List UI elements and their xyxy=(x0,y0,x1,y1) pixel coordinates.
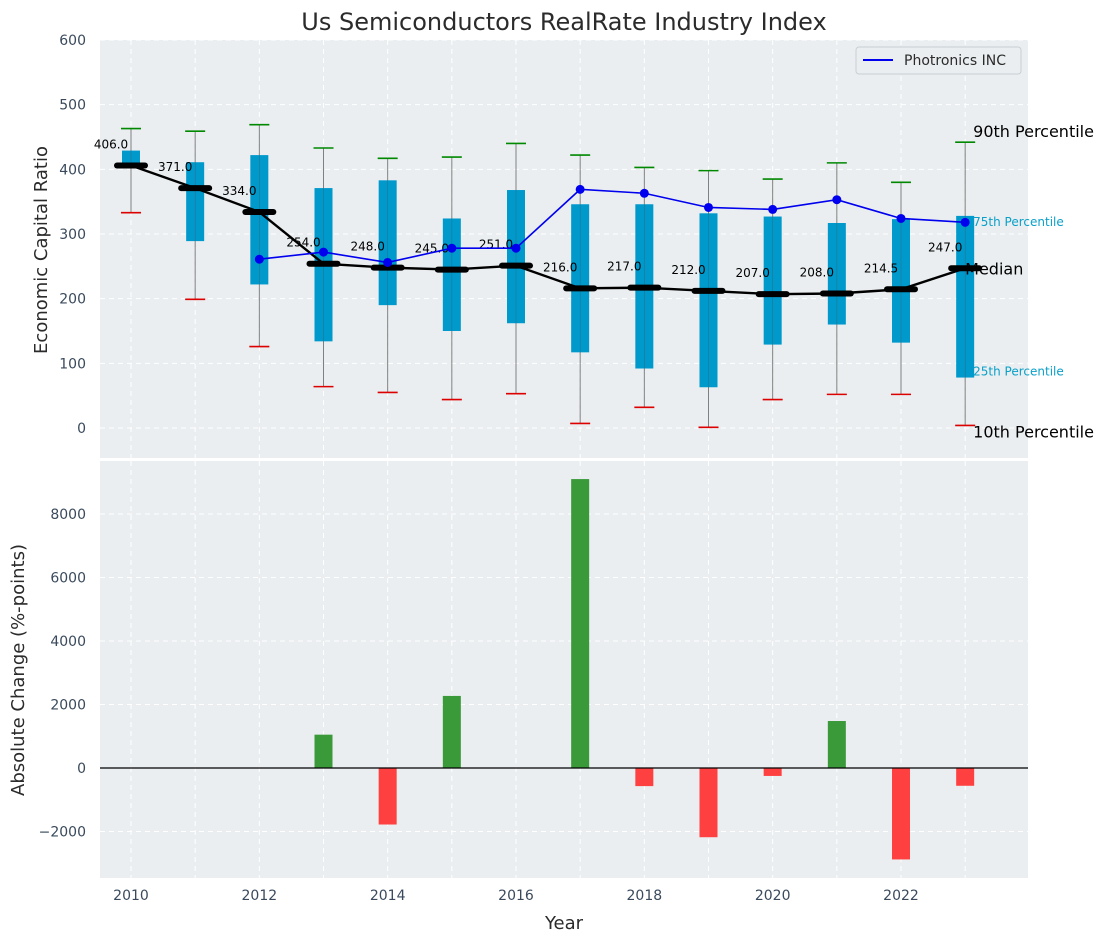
annotation-90th: 90th Percentile xyxy=(973,122,1094,141)
percentile-annotations: 90th Percentile 75th Percentile Median 25th… xyxy=(965,122,1094,441)
top-y-tick-label: 400 xyxy=(59,162,86,178)
change-bar xyxy=(892,768,910,860)
top-y-tick-label: 0 xyxy=(77,421,86,437)
change-bar xyxy=(635,768,654,787)
company-point xyxy=(511,243,521,253)
median-value-label: 245.0 xyxy=(415,242,449,256)
legend-label: Photronics INC xyxy=(904,53,1006,69)
change-bar xyxy=(699,768,718,838)
change-bar xyxy=(571,479,590,768)
company-point xyxy=(960,217,970,227)
median-value-label: 334.0 xyxy=(222,184,256,198)
top-plot-area xyxy=(100,40,1028,458)
company-point xyxy=(383,257,393,267)
change-bars xyxy=(100,479,1028,860)
median-value-label: 247.0 xyxy=(928,240,962,254)
median-value-label: 371.0 xyxy=(158,160,192,174)
change-bar xyxy=(442,695,461,768)
annotation-25th: 25th Percentile xyxy=(973,365,1064,379)
company-line xyxy=(259,188,966,264)
top-panel: 0 100 200 300 400 500 600 406.0 371.0 334.0 254.0… xyxy=(31,8,1094,458)
median-value-label: 406.0 xyxy=(94,137,128,151)
bottom-y-tick-label: 8000 xyxy=(50,507,86,523)
company-point xyxy=(832,195,842,205)
bottom-plot-area xyxy=(100,461,1028,878)
top-y-tick-label: 600 xyxy=(59,33,86,49)
x-tick-label: 2018 xyxy=(627,888,663,904)
annotation-75th: 75th Percentile xyxy=(973,215,1064,229)
bottom-y-tick-label: 0 xyxy=(77,761,86,777)
top-y-tick-label: 100 xyxy=(59,356,86,372)
annotation-median: Median xyxy=(965,259,1023,278)
legend[interactable]: Photronics INC xyxy=(855,46,1022,75)
median-value-label: 214.5 xyxy=(864,261,898,275)
change-bar xyxy=(314,734,333,768)
x-tick-label: 2020 xyxy=(755,888,791,904)
median-value-label: 216.0 xyxy=(543,260,577,274)
company-series xyxy=(254,184,970,267)
company-point xyxy=(639,188,649,198)
company-point xyxy=(447,243,457,253)
median-value-label: 212.0 xyxy=(671,263,705,277)
bottom-grid xyxy=(100,461,1028,878)
change-bar xyxy=(956,768,975,786)
x-tick-label: 2010 xyxy=(113,888,149,904)
company-point xyxy=(768,204,778,214)
median-series: 406.0 371.0 334.0 254.0 248.0 245.0 251.0 216.0… xyxy=(94,137,983,298)
bottom-y-tick-label: −2000 xyxy=(39,825,86,841)
change-bar xyxy=(827,721,846,768)
company-point xyxy=(704,202,713,212)
bottom-y-axis-label: Absolute Change (%-points) xyxy=(8,544,29,796)
chart-title: Us Semiconductors RealRate Industry Inde… xyxy=(301,8,826,36)
x-ticks: 2010 2012 2014 2016 2018 2020 2022 xyxy=(113,888,919,904)
legend-box xyxy=(855,46,1022,75)
x-tick-label: 2022 xyxy=(883,888,919,904)
median-value-label: 208.0 xyxy=(800,265,834,279)
company-point xyxy=(254,254,264,264)
bottom-y-tick-label: 2000 xyxy=(50,698,86,714)
annotation-10th: 10th Percentile xyxy=(973,422,1094,441)
company-point xyxy=(896,213,906,223)
top-y-tick-label: 500 xyxy=(59,98,86,114)
top-y-axis-label: Economic Capital Ratio xyxy=(31,146,52,354)
median-value-label: 207.0 xyxy=(735,266,769,280)
bottom-y-tick-label: 6000 xyxy=(50,571,86,587)
median-value-label: 248.0 xyxy=(350,240,384,254)
x-axis-label: Year xyxy=(544,913,584,934)
x-tick-label: 2016 xyxy=(498,888,534,904)
median-value-label: 217.0 xyxy=(607,260,641,274)
change-bar xyxy=(763,768,782,776)
change-bar xyxy=(378,768,397,825)
company-point xyxy=(319,247,328,257)
x-tick-label: 2014 xyxy=(370,888,406,904)
bottom-y-ticks: −2000 0 2000 4000 6000 8000 xyxy=(39,507,86,841)
bottom-y-tick-label: 4000 xyxy=(50,634,86,650)
median-value-label: 254.0 xyxy=(286,236,320,250)
x-tick-label: 2012 xyxy=(242,888,278,904)
top-y-tick-label: 200 xyxy=(59,292,86,308)
company-point xyxy=(575,184,585,194)
top-y-tick-label: 300 xyxy=(59,227,86,243)
top-y-ticks: 0 100 200 300 400 500 600 xyxy=(59,33,86,437)
median-value-label: 251.0 xyxy=(479,238,513,252)
